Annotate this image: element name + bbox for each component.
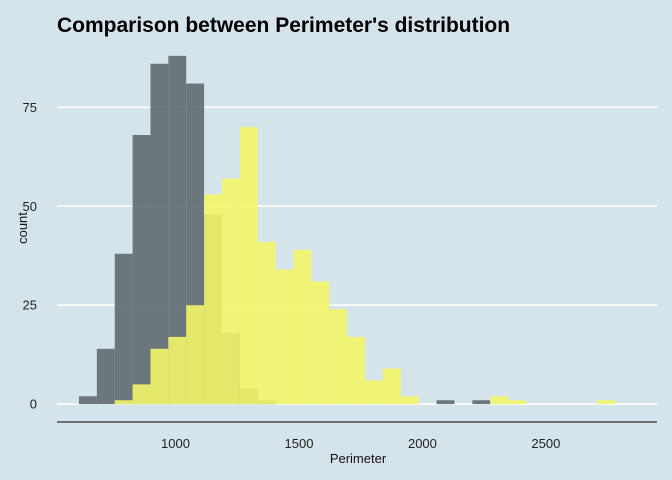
histogram-bar-series-2 xyxy=(150,348,169,405)
histogram-bar-series-2 xyxy=(490,396,509,405)
histogram-bar-series-2 xyxy=(400,396,419,405)
histogram-bar-series-2 xyxy=(257,241,276,405)
histogram-bar-series-2 xyxy=(382,368,401,405)
histogram-bar-series-2 xyxy=(186,305,205,405)
x-tick-label: 2500 xyxy=(531,436,560,451)
histogram-bar-series-2 xyxy=(365,380,383,405)
histogram-bar-series-2 xyxy=(347,336,365,405)
histogram-bar-series-1 xyxy=(168,55,187,405)
histogram-bar-series-2 xyxy=(221,178,240,405)
histogram-bar-series-2 xyxy=(329,309,348,405)
histogram-bar-series-1 xyxy=(114,253,133,405)
histogram-bar-series-1 xyxy=(78,396,97,405)
histogram-bar-series-2 xyxy=(114,400,133,405)
histogram-bar-series-2 xyxy=(132,384,151,405)
y-tick-label: 75 xyxy=(23,100,37,115)
histogram-bar-series-2 xyxy=(311,281,330,405)
histogram-bar-series-1 xyxy=(132,135,151,405)
histogram-bar-series-2 xyxy=(508,400,526,405)
x-tick-label: 2000 xyxy=(408,436,437,451)
x-axis-label: Perimeter xyxy=(330,451,387,466)
x-tick-label: 1500 xyxy=(285,436,314,451)
histogram-bar-series-2 xyxy=(597,400,616,405)
x-tick-label: 1000 xyxy=(161,436,190,451)
histogram-bar-series-1 xyxy=(436,400,455,405)
y-axis-label: count xyxy=(15,212,30,244)
histogram-bar-series-2 xyxy=(204,194,222,405)
histogram-bar-series-1 xyxy=(150,63,169,405)
histogram-bar-series-2 xyxy=(293,249,312,405)
histogram-bar-series-1 xyxy=(472,400,491,405)
axis-layer: 0 25 50 75 1000 1500 2000 2500 xyxy=(23,100,657,451)
y-tick-label: 0 xyxy=(30,397,37,412)
histogram-bar-series-2 xyxy=(275,269,294,405)
y-tick-label: 25 xyxy=(23,298,37,313)
histogram-bar-series-1 xyxy=(96,348,115,405)
histogram-bar-series-2 xyxy=(239,127,258,405)
histogram-bar-series-2 xyxy=(168,336,187,405)
bars-layer xyxy=(78,55,616,405)
y-tick-label: 50 xyxy=(23,199,37,214)
chart-title: Comparison between Perimeter's distribut… xyxy=(57,14,511,37)
